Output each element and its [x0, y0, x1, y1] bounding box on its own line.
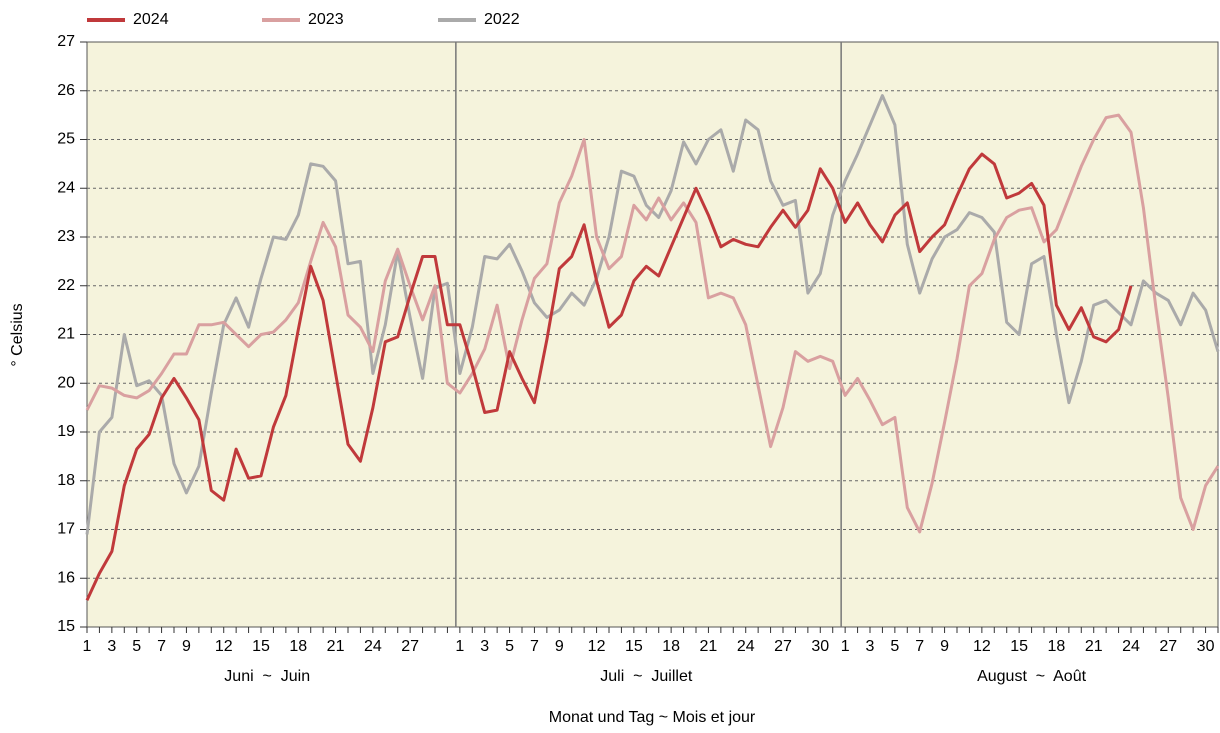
y-tick-label: 27: [57, 33, 75, 50]
x-tick-label: 12: [588, 638, 606, 655]
y-tick-label: 21: [57, 326, 75, 343]
y-tick-label: 23: [57, 228, 75, 245]
x-tick-label: 18: [662, 638, 680, 655]
y-tick-label: 22: [57, 277, 75, 294]
x-tick-label: 30: [1197, 638, 1215, 655]
month-label: August ~ Août: [977, 668, 1087, 685]
y-tick-label: 17: [57, 521, 75, 538]
x-tick-label: 5: [505, 638, 514, 655]
x-tick-label: 3: [480, 638, 489, 655]
legend-label: 2024: [133, 11, 169, 28]
x-tick-label: 3: [107, 638, 116, 655]
x-tick-label: 21: [327, 638, 345, 655]
x-tick-label: 9: [182, 638, 191, 655]
x-tick-label: 24: [364, 638, 382, 655]
x-tick-label: 21: [700, 638, 718, 655]
legend-label: 2022: [484, 11, 520, 28]
y-tick-label: 26: [57, 82, 75, 99]
y-tick-label: 18: [57, 472, 75, 489]
series-line: [85, 152, 1133, 601]
y-tick-label: 25: [57, 131, 75, 148]
x-tick-label: 21: [1085, 638, 1103, 655]
x-tick-label: 12: [973, 638, 991, 655]
x-tick-label: 24: [1122, 638, 1140, 655]
x-tick-label: 3: [866, 638, 875, 655]
x-tick-label: 18: [1048, 638, 1066, 655]
x-tick-label: 27: [401, 638, 419, 655]
x-tick-label: 24: [737, 638, 755, 655]
y-tick-label: 20: [57, 374, 75, 391]
x-axis-label: Monat und Tag ~ Mois et jour: [549, 709, 756, 726]
x-tick-label: 15: [1010, 638, 1028, 655]
x-tick-label: 15: [252, 638, 270, 655]
y-tick-label: 19: [57, 423, 75, 440]
x-tick-label: 9: [940, 638, 949, 655]
y-tick-label: 24: [57, 179, 75, 196]
legend-label: 2023: [308, 11, 344, 28]
x-tick-label: 7: [530, 638, 539, 655]
x-tick-label: 5: [890, 638, 899, 655]
x-tick-label: 15: [625, 638, 643, 655]
y-tick-label: 16: [57, 569, 75, 586]
x-tick-label: 27: [1159, 638, 1177, 655]
x-tick-label: 30: [811, 638, 829, 655]
x-tick-label: 18: [289, 638, 307, 655]
x-tick-label: 27: [774, 638, 792, 655]
y-tick-label: 15: [57, 618, 75, 635]
month-label: Juli ~ Juillet: [600, 668, 693, 685]
x-tick-label: 1: [455, 638, 464, 655]
y-axis-label: ° Celsius: [9, 303, 26, 366]
x-tick-label: 5: [132, 638, 141, 655]
x-tick-label: 7: [157, 638, 166, 655]
x-tick-label: 7: [915, 638, 924, 655]
month-label: Juni ~ Juin: [224, 668, 310, 685]
x-tick-label: 1: [841, 638, 850, 655]
x-tick-label: 1: [83, 638, 92, 655]
x-tick-label: 9: [555, 638, 564, 655]
x-tick-label: 12: [215, 638, 233, 655]
series-line: [85, 113, 1220, 534]
